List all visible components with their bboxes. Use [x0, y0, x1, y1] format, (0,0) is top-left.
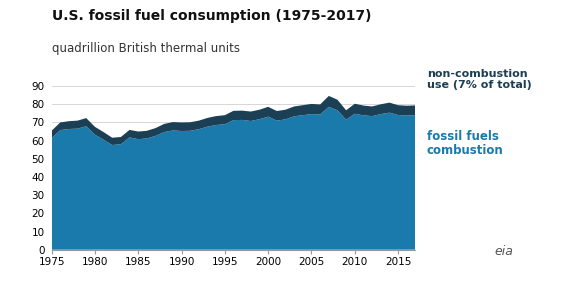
Text: fossil fuels
combustion: fossil fuels combustion [427, 129, 504, 158]
Text: eia: eia [495, 245, 513, 258]
Text: U.S. fossil fuel consumption (1975-2017): U.S. fossil fuel consumption (1975-2017) [52, 9, 371, 23]
Text: non-combustion
use (7% of total): non-combustion use (7% of total) [427, 69, 532, 90]
Text: quadrillion British thermal units: quadrillion British thermal units [52, 42, 240, 55]
